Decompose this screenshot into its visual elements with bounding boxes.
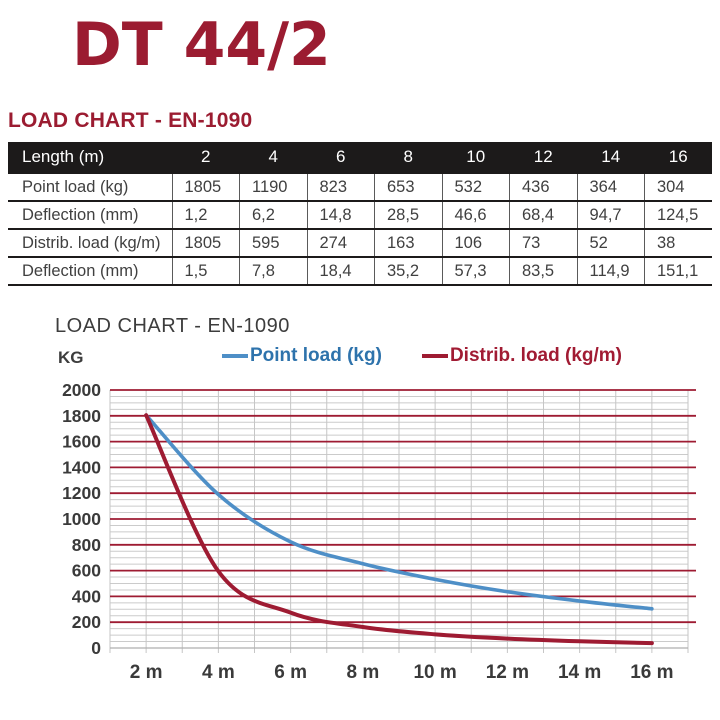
legend-label: Distrib. load (kg/m): [449, 345, 623, 366]
value-cell: 7,8: [239, 256, 307, 286]
value-cell: 46,6: [441, 200, 510, 230]
chart-title: LOAD CHART - EN-1090: [55, 315, 290, 337]
y-axis-unit-label: KG: [58, 348, 84, 367]
load-chart-heading: LOAD CHART - EN-1090: [8, 109, 253, 132]
row-label-cell: Point load (kg): [8, 172, 172, 202]
table-header-length: 16: [644, 142, 712, 173]
table-header-length: 6: [307, 142, 375, 173]
value-cell: 57,3: [441, 256, 510, 286]
x-axis-tick-label: 4 m: [202, 662, 235, 683]
load-chart: 0 200 400 600 800 1000 1200 1400 1600 1800 2000 2 m…: [62, 380, 696, 683]
x-axis-tick-label: 12 m: [486, 662, 529, 683]
value-cell: 83,5: [509, 256, 577, 286]
value-cell: 823: [306, 172, 375, 202]
load-table: Length (m) 2 4 6 8 10 12 14 16 Point load (kg) 18…: [8, 142, 712, 286]
table-header-length: 4: [239, 142, 307, 173]
value-cell: 52: [576, 228, 645, 258]
x-axis-tick-label: 8 m: [347, 662, 380, 683]
y-axis-tick-label: 2000: [62, 380, 101, 400]
row-label-cell: Deflection (mm): [8, 256, 172, 286]
value-cell: 1,2: [171, 200, 240, 230]
value-cell: 274: [306, 228, 375, 258]
page-title: DT 44/2: [72, 10, 331, 80]
value-cell: 73: [509, 228, 577, 258]
y-axis-tick-label: 800: [72, 535, 101, 555]
value-cell: 6,2: [239, 200, 307, 230]
y-axis-tick-label: 1600: [62, 432, 101, 452]
y-axis-tick-label: 200: [72, 612, 101, 632]
y-axis-tick-label: 1200: [62, 483, 101, 503]
series-line-point-load-kg: [144, 413, 654, 611]
value-cell: 1,5: [171, 256, 240, 286]
x-axis-tick-label: 6 m: [274, 662, 307, 683]
y-axis-tick-label: 600: [72, 561, 101, 581]
row-label-cell: Deflection (mm): [8, 200, 172, 230]
table-header-length: 14: [577, 142, 645, 173]
value-cell: 106: [441, 228, 510, 258]
x-axis-tick-label: 16 m: [630, 662, 673, 683]
x-axis-tick-label: 14 m: [558, 662, 601, 683]
y-axis-tick-label: 1400: [62, 457, 101, 477]
table-header-length: 10: [442, 142, 510, 173]
chart-legend: Point load (kg) Distrib. load (kg/m): [222, 345, 622, 367]
value-cell: 124,5: [644, 200, 712, 230]
y-axis-tick-label: 1000: [62, 509, 101, 529]
value-cell: 304: [644, 172, 712, 202]
table-row: Deflection (mm) 1,5 7,8 18,4 35,2 57,3 83,5 114…: [8, 256, 712, 286]
value-cell: 436: [509, 172, 577, 202]
y-axis-tick-label: 0: [91, 638, 101, 658]
value-cell: 1805: [171, 228, 240, 258]
row-label-cell: Distrib. load (kg/m): [8, 228, 172, 258]
y-axis-tick-label: 400: [72, 586, 101, 606]
table-row: Point load (kg) 1805 1190 823 653 532 436 364 30…: [8, 172, 712, 202]
value-cell: 653: [374, 172, 442, 202]
value-cell: 114,9: [576, 256, 645, 286]
value-cell: 38: [644, 228, 712, 258]
value-cell: 35,2: [374, 256, 442, 286]
value-cell: 163: [374, 228, 442, 258]
y-axis-tick-label: 1800: [62, 406, 101, 426]
table-header-length: 12: [509, 142, 577, 173]
x-axis-tick-label: 10 m: [413, 662, 456, 683]
legend-item: Point load (kg): [222, 345, 382, 367]
value-cell: 18,4: [306, 256, 375, 286]
legend-line-swatch: [222, 354, 248, 358]
table-header-length: 2: [172, 142, 240, 173]
value-cell: 364: [576, 172, 645, 202]
table-header-length: 8: [374, 142, 442, 173]
value-cell: 532: [441, 172, 510, 202]
legend-item: Distrib. load (kg/m): [421, 345, 623, 367]
x-axis-tick-label: 2 m: [130, 662, 163, 683]
value-cell: 68,4: [509, 200, 577, 230]
legend-label: Point load (kg): [250, 345, 382, 366]
value-cell: 595: [239, 228, 307, 258]
value-cell: 94,7: [576, 200, 645, 230]
series-line-distrib-load-kg-m: [144, 413, 654, 646]
value-cell: 1190: [239, 172, 307, 202]
value-cell: 1805: [171, 172, 240, 202]
table-row: Deflection (mm) 1,2 6,2 14,8 28,5 46,6 68,4 94,…: [8, 200, 712, 230]
table-row: Distrib. load (kg/m) 1805 595 274 163 106 73 52…: [8, 228, 712, 258]
table-header-row: Length (m) 2 4 6 8 10 12 14 16: [8, 142, 712, 173]
value-cell: 28,5: [374, 200, 442, 230]
value-cell: 151,1: [644, 256, 712, 286]
value-cell: 14,8: [306, 200, 375, 230]
legend-line-swatch: [421, 354, 448, 358]
table-header-label: Length (m): [8, 142, 172, 173]
